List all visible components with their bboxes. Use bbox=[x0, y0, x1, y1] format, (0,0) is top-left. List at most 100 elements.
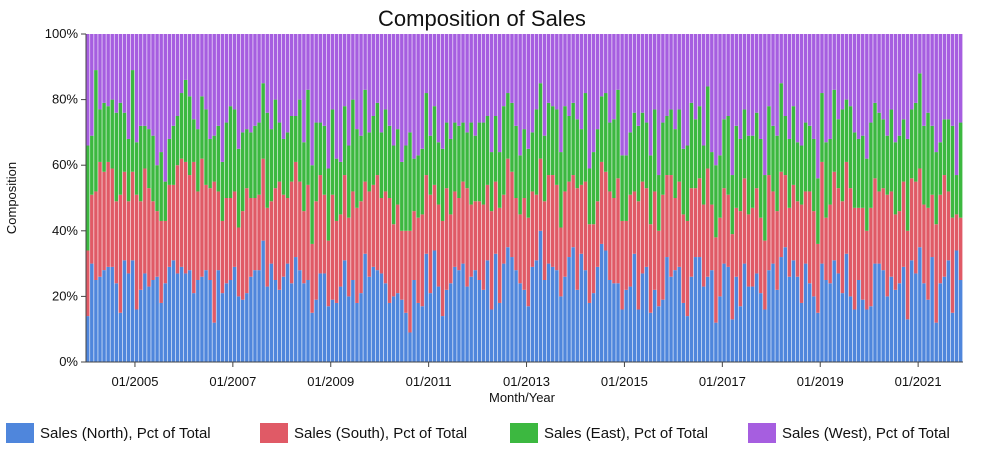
bar-segment bbox=[196, 280, 200, 362]
bar-segment bbox=[530, 34, 535, 133]
bar-segment bbox=[930, 194, 934, 258]
bar-segment bbox=[253, 270, 257, 362]
bar-segment bbox=[265, 34, 269, 113]
bar-segment bbox=[840, 201, 845, 294]
bar-segment bbox=[359, 135, 363, 202]
bar-segment bbox=[285, 263, 290, 362]
bar-segment bbox=[367, 191, 371, 277]
bar-segment bbox=[791, 34, 796, 107]
bar-segment bbox=[232, 191, 237, 267]
bar-segment bbox=[400, 34, 404, 162]
bar-segment bbox=[563, 34, 567, 107]
bar-segment bbox=[673, 270, 677, 362]
bar-segment bbox=[616, 178, 620, 284]
bar-segment bbox=[334, 220, 339, 303]
bar-segment bbox=[396, 293, 400, 362]
bar-segment bbox=[367, 34, 371, 133]
bar-segment bbox=[612, 198, 616, 284]
bar-segment bbox=[143, 34, 147, 126]
bar-segment bbox=[379, 198, 384, 274]
bar-segment bbox=[457, 198, 461, 271]
bar-segment bbox=[681, 302, 686, 362]
bar-segment bbox=[844, 99, 849, 162]
bar-segment bbox=[918, 168, 922, 248]
bar-segment bbox=[612, 283, 616, 362]
bar-segment bbox=[787, 276, 792, 362]
bar-segment bbox=[950, 34, 955, 126]
bar-segment bbox=[204, 34, 208, 110]
bar-segment bbox=[938, 194, 943, 284]
bar-segment bbox=[942, 276, 947, 362]
bar-segment bbox=[236, 148, 241, 228]
bar-segment bbox=[461, 181, 465, 264]
bar-segment bbox=[624, 220, 628, 290]
bar-segment bbox=[375, 270, 380, 362]
bar-segment bbox=[889, 276, 894, 362]
bar-segment bbox=[551, 106, 555, 176]
bar-segment bbox=[130, 70, 135, 172]
bar-segment bbox=[306, 184, 310, 280]
legend-swatch bbox=[748, 423, 776, 443]
bar-segment bbox=[812, 296, 816, 362]
bar-segment bbox=[803, 122, 808, 192]
bar-segment bbox=[192, 34, 196, 120]
bar-segment bbox=[530, 132, 535, 192]
bar-segment bbox=[277, 34, 282, 123]
bar-segment bbox=[873, 34, 877, 103]
bar-segment bbox=[583, 93, 588, 182]
bar-segment bbox=[763, 175, 767, 241]
bar-segment bbox=[86, 316, 90, 362]
legend-item: Sales (East), Pct of Total bbox=[510, 423, 708, 443]
bar-segment bbox=[342, 260, 347, 362]
bar-segment bbox=[905, 319, 910, 362]
bar-segment bbox=[538, 83, 543, 159]
bar-segment bbox=[432, 184, 437, 251]
bar-segment bbox=[958, 122, 963, 218]
bar-segment bbox=[253, 125, 257, 198]
bar-segment bbox=[502, 263, 506, 362]
bar-segment bbox=[139, 289, 143, 362]
bar-segment bbox=[608, 280, 612, 362]
bar-segment bbox=[220, 34, 225, 162]
bar-segment bbox=[187, 96, 192, 176]
bar-segment bbox=[530, 266, 535, 362]
bar-segment bbox=[351, 280, 355, 362]
bar-segment bbox=[228, 280, 233, 362]
bar-segment bbox=[673, 198, 677, 271]
bar-segment bbox=[241, 211, 245, 300]
bar-segment bbox=[636, 309, 641, 362]
bar-segment bbox=[371, 266, 376, 362]
bar-segment bbox=[591, 293, 596, 362]
x-tick-label: 01/2015 bbox=[601, 374, 648, 389]
bar-segment bbox=[224, 198, 229, 284]
bar-segment bbox=[595, 34, 600, 130]
bar-segment bbox=[697, 178, 702, 258]
bar-segment bbox=[269, 129, 274, 202]
bar-segment bbox=[706, 34, 710, 87]
bar-segment bbox=[453, 191, 457, 267]
bar-segment bbox=[718, 155, 722, 218]
y-axis: 0% 20% 40% 60% 80% 100% bbox=[45, 26, 86, 369]
bar-segment bbox=[367, 276, 371, 362]
bar-segment bbox=[628, 34, 632, 133]
bar-segment bbox=[881, 34, 885, 120]
bar-segment bbox=[808, 125, 812, 192]
bar-segment bbox=[893, 289, 898, 362]
bar-segment bbox=[338, 161, 343, 215]
bar-segment bbox=[183, 273, 188, 362]
bar-segment bbox=[224, 34, 229, 123]
bar-segment bbox=[522, 289, 526, 362]
bar-segment bbox=[106, 161, 110, 267]
bar-segment bbox=[383, 191, 388, 284]
bar-segment bbox=[754, 273, 759, 362]
bar-segment bbox=[889, 34, 894, 110]
legend-swatch bbox=[260, 423, 288, 443]
bar-segment bbox=[126, 201, 131, 274]
bar-segment bbox=[750, 34, 755, 136]
bar-segment bbox=[424, 175, 429, 254]
bar-segment bbox=[922, 125, 926, 205]
bar-segment bbox=[179, 93, 184, 159]
bar-segment bbox=[567, 257, 571, 362]
bar-segment bbox=[746, 214, 751, 287]
bar-segment bbox=[657, 34, 661, 176]
